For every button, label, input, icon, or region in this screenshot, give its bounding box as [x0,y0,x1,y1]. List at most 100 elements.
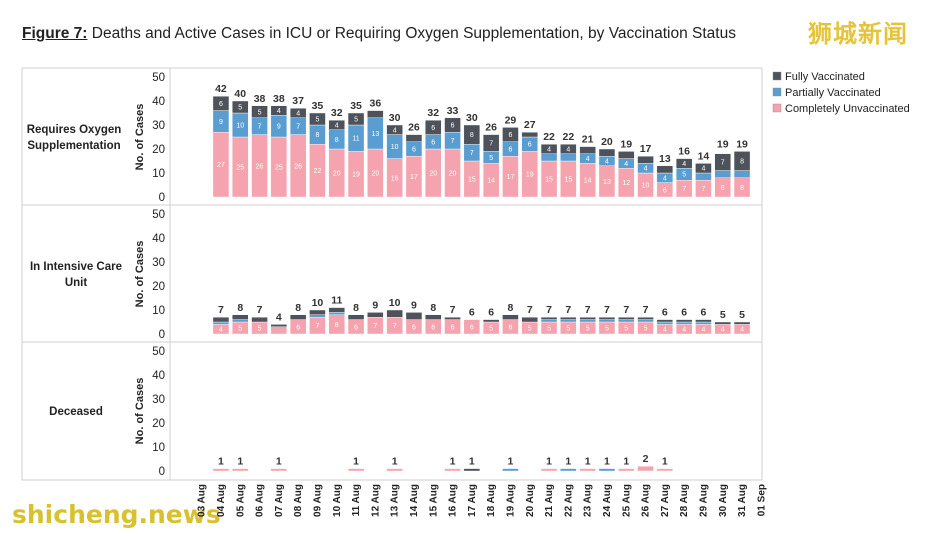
bar-total-label: 32 [331,107,343,119]
segment-value-label: 6 [451,324,455,331]
segment-value-label: 11 [352,136,359,143]
segment-value-label: 4 [644,166,648,173]
bar-segment-fully-vaccinated [289,107,307,118]
bar-total-label: 6 [469,307,475,319]
bar-segment-fully-vaccinated [405,134,423,143]
segment-value-label: 5 [528,326,532,333]
bar-total-label: 26 [485,122,497,134]
x-tick-label: 20 Aug [525,484,536,517]
y-tick-label: 10 [152,442,165,454]
segment-value-label: 6 [431,139,435,146]
x-tick-label: 16 Aug [448,484,459,517]
bar-segment-fully-vaccinated [733,321,751,325]
segment-value-label: 6 [219,101,223,108]
bar-segment-fully-vaccinated [405,312,423,320]
bar-segment-fully-vaccinated [714,321,731,325]
segment-value-label: 6 [528,142,532,149]
bar-total-label: 40 [234,88,246,100]
segment-value-label: 4 [566,147,570,154]
bar-segment-fully-vaccinated [637,155,654,164]
bar-total-label: 1 [508,456,514,468]
y-tick-label: 30 [152,257,165,269]
x-tick-label: 30 Aug [718,484,729,517]
segment-value-label: 6 [296,324,300,331]
bar-segment-completely-unvaccinated [270,468,288,472]
bar-total-label: 2 [643,453,649,465]
segment-value-label: 4 [605,159,609,166]
bar-segment-fully-vaccinated [328,119,345,130]
x-tick-label: 13 Aug [390,484,401,517]
bar-segment-partially-vaccinated [656,321,674,325]
x-tick-label: 26 Aug [641,484,652,517]
x-tick-label: 31 Aug [737,484,748,517]
legend-entry: Partially Vaccinated [785,87,881,99]
bar-segment-fully-vaccinated [425,314,442,320]
bar-segment-fully-vaccinated [521,131,538,138]
segment-value-label: 16 [391,175,399,182]
segment-value-label: 15 [564,177,572,184]
legend-entry: Fully Vaccinated [785,71,865,83]
bar-segment-fully-vaccinated [560,317,577,320]
bar-segment-completely-unvaccinated [540,468,558,472]
segment-value-label: 4 [721,327,725,334]
x-tick-label: 29 Aug [698,484,709,517]
y-tick-label: 0 [159,192,165,204]
segment-value-label: 7 [258,124,262,131]
segment-value-label: 20 [333,171,341,178]
segment-value-label: 26 [294,163,302,170]
bar-segment-fully-vaccinated [232,100,249,114]
bar-segment-fully-vaccinated [212,317,230,323]
bar-segment-fully-vaccinated [347,314,365,320]
segment-value-label: 5 [586,326,590,333]
x-tick-label: 04 Aug [216,484,227,517]
segment-value-label: 5 [238,105,242,112]
legend-swatch [772,71,782,81]
y-tick-label: 20 [152,281,165,293]
legend-swatch [772,87,782,97]
segment-value-label: 7 [393,323,397,330]
segment-value-label: 6 [354,324,358,331]
bar-segment-fully-vaccinated [270,324,288,327]
bar-total-label: 6 [701,307,707,319]
segment-value-label: 5 [315,117,319,124]
segment-value-label: 7 [373,323,377,330]
bar-total-label: 1 [276,456,282,468]
y-tick-label: 20 [152,418,165,430]
bar-segment-partially-vaccinated [598,319,616,323]
bar-segment-fully-vaccinated [637,317,654,320]
panel-row-label: Supplementation [27,140,120,152]
bar-total-label: 8 [237,302,243,314]
x-tick-label: 27 Aug [660,484,671,517]
bar-segment-partially-vaccinated [309,314,326,318]
bar-segment-fully-vaccinated [347,112,365,126]
bar-segment-partially-vaccinated [560,319,577,323]
segment-value-label: 4 [277,108,281,115]
segment-value-label: 4 [624,161,628,168]
bar-segment-partially-vaccinated [733,170,751,179]
segment-value-label: 6 [431,125,435,132]
x-tick-label: 03 Aug [197,484,208,517]
bar-total-label: 1 [565,456,571,468]
bar-total-label: 1 [662,456,668,468]
segment-value-label: 5 [605,326,609,333]
bar-segment-partially-vaccinated [637,319,654,323]
x-tick-label: 23 Aug [583,484,594,517]
bar-total-label: 33 [447,105,459,117]
y-axis-title: No. of Cases [134,378,146,445]
bar-segment-partially-vaccinated [618,319,635,323]
bar-segment-fully-vaccinated [386,309,403,318]
x-tick-label: 28 Aug [679,484,690,517]
bar-total-label: 1 [353,456,359,468]
segment-value-label: 4 [219,327,223,334]
bar-total-label: 37 [292,95,304,107]
bar-segment-completely-unvaccinated [618,468,635,472]
segment-value-label: 17 [507,174,515,181]
segment-value-label: 7 [682,186,686,193]
bar-total-label: 1 [546,456,552,468]
bar-segment-fully-vaccinated [444,117,461,133]
bar-segment-fully-vaccinated [502,127,519,143]
y-tick-label: 0 [159,329,165,341]
segment-value-label: 12 [622,180,630,187]
segment-value-label: 8 [335,137,339,144]
bar-total-label: 19 [736,138,748,150]
